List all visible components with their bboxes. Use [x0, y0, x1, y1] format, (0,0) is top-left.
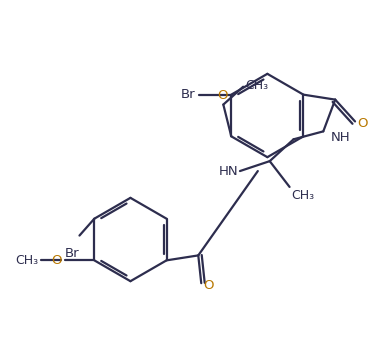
Text: Br: Br [65, 247, 80, 261]
Text: O: O [217, 89, 228, 102]
Text: CH₃: CH₃ [16, 254, 39, 267]
Text: O: O [51, 254, 62, 267]
Text: CH₃: CH₃ [292, 189, 315, 202]
Text: Br: Br [181, 88, 196, 101]
Text: O: O [203, 279, 214, 292]
Text: HN: HN [218, 165, 238, 177]
Text: CH₃: CH₃ [245, 79, 268, 92]
Text: NH: NH [331, 131, 351, 144]
Text: O: O [357, 117, 368, 130]
